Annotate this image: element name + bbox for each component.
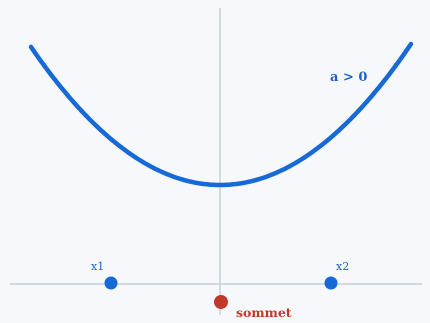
root2-point	[324, 276, 338, 290]
parabola-curve	[28, 41, 414, 188]
condition-label: a > 0	[330, 70, 367, 85]
vertex-point	[214, 295, 228, 309]
vertex-label: sommet	[236, 305, 292, 320]
root1-point	[104, 276, 118, 290]
root2-label: x2	[336, 260, 349, 273]
root1-label: x1	[91, 260, 104, 273]
